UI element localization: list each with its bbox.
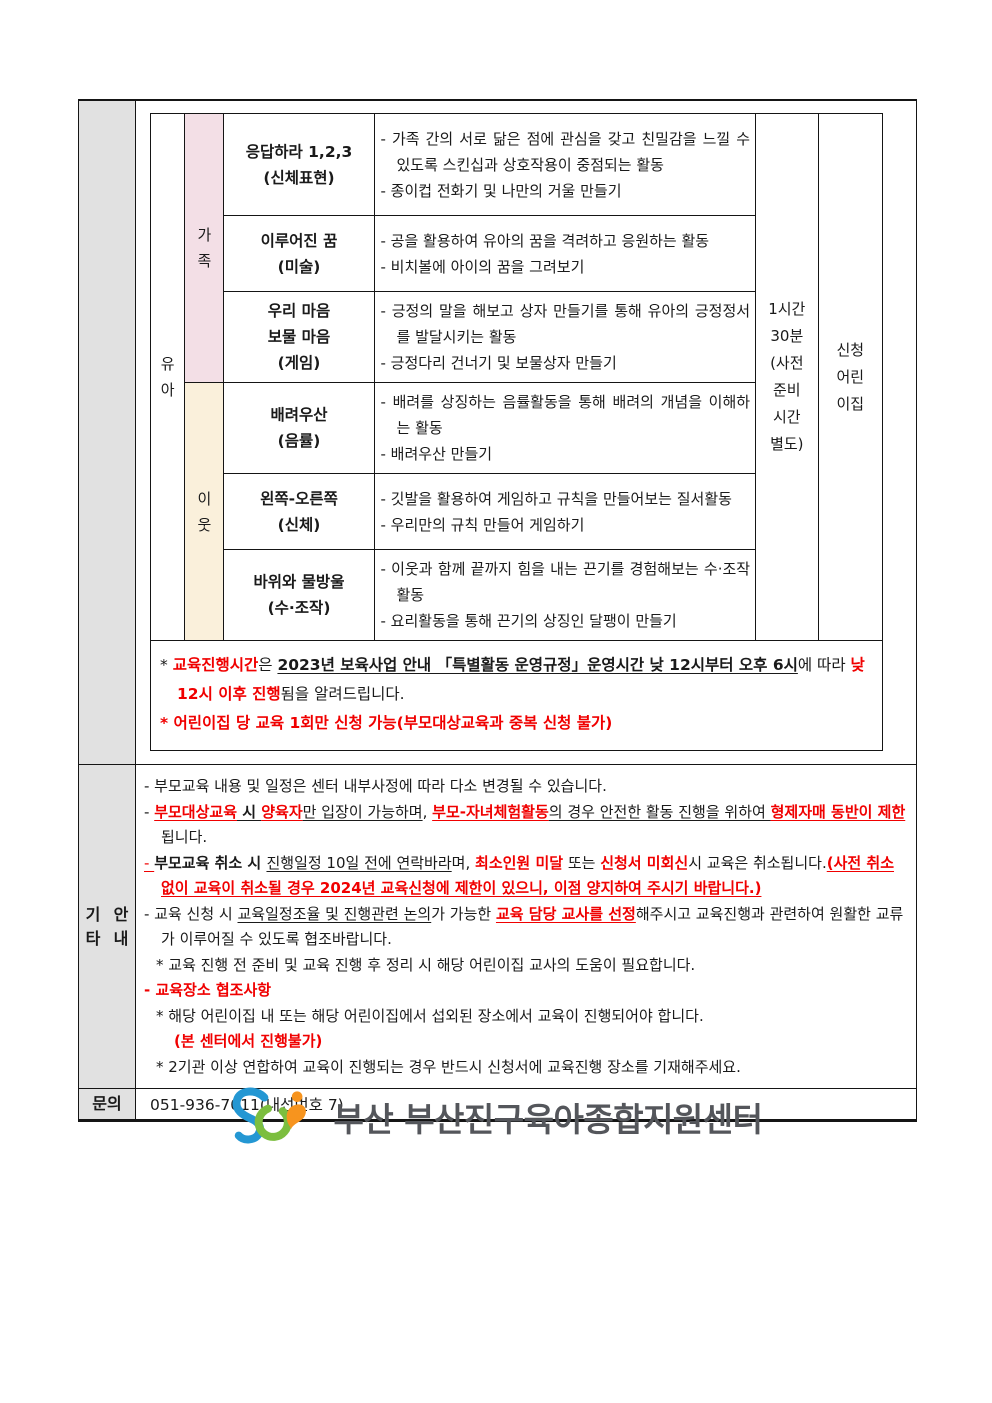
- program-row: 우리 마음 보물 마음 (게임) - 긍정의 말을 해보고 상자 만들기를 통해 유…: [151, 291, 883, 383]
- note-line: * 어린이집 당 교육 1회만 신청 가능(부모대상교육과 중복 신청 불가): [160, 714, 613, 732]
- program-desc-cell: - 긍정의 말을 해보고 상자 만들기를 통해 유아의 긍정정서를 발달시키는 …: [373, 291, 757, 383]
- program-row: 이루어진 꿈 (미술) - 공을 활용하여 유아의 꿈을 격려하고 응원하는 활동…: [151, 215, 883, 292]
- misc-line: * 2기관 이상 연합하여 교육이 진행되는 경우 반드시 신청서에 교육진행 …: [156, 1057, 741, 1076]
- desc-bullet: - 긍정다리 건너기 및 보물상자 만들기: [380, 354, 617, 372]
- desc-bullet: - 이웃과 함께 끝까지 힘을 내는 끈기를 경험해보는 수·조작 활동: [380, 560, 751, 604]
- misc-line: - 교육장소 협조사항: [144, 981, 272, 999]
- program-name-cell: 이루어진 꿈 (미술): [223, 215, 375, 292]
- contact-label: 문의: [79, 1089, 136, 1119]
- apply-target-cell: 신청 어린 이집: [817, 113, 884, 641]
- desc-bullet: - 배려를 상징하는 음률활동을 통해 배려의 개념을 이해하는 활동: [380, 393, 751, 437]
- desc-bullet: - 가족 간의 서로 닮은 점에 관심을 갖고 친밀감을 느낄 수 있도록 스킨…: [380, 129, 751, 174]
- program-desc-cell: - 가족 간의 서로 닮은 점에 관심을 갖고 친밀감을 느낄 수 있도록 스킨…: [373, 113, 757, 216]
- program-name-cell: 왼쪽-오른쪽 (신체): [223, 473, 375, 550]
- program-name-cell: 바위와 물방울 (수·조작): [223, 549, 375, 641]
- program-desc-cell: - 공을 활용하여 유아의 꿈을 격려하고 응원하는 활동 - 비치볼에 아이의…: [373, 215, 757, 292]
- misc-info-content: - 부모교육 내용 및 일정은 센터 내부사정에 따라 다소 변경될 수 있습니…: [136, 765, 916, 1088]
- logo-orange-head: [292, 1091, 303, 1102]
- program-name-cell: 우리 마음 보물 마음 (게임): [223, 291, 375, 383]
- misc-line: - 부모대상교육 시 양육자만 입장이 가능하며, 부모-자녀체험활동의 경우 …: [144, 802, 906, 847]
- note-line: * 교육진행시간은 2023년 보육사업 안내 「특별활동 운영규정」운영시간 …: [160, 656, 865, 703]
- program-name-cell: 배려우산 (음률): [223, 382, 375, 474]
- misc-line: - 부모교육 내용 및 일정은 센터 내부사정에 따라 다소 변경될 수 있습니…: [144, 777, 607, 795]
- program-desc-cell: - 깃발을 활용하여 게임하고 규칙을 만들어보는 질서활동 - 우리만의 규칙…: [373, 473, 757, 550]
- duration-cell: 1시간 30분 (사전 준비 시간 별도): [755, 113, 819, 641]
- notes-cell: * 교육진행시간은 2023년 보육사업 안내 「특별활동 운영규정」운영시간 …: [150, 640, 883, 751]
- program-name-cell: 응답하라 1,2,3 (신체표현): [223, 113, 375, 216]
- desc-bullet: - 긍정의 말을 해보고 상자 만들기를 통해 유아의 긍정정서를 발달시키는 …: [380, 302, 751, 346]
- misc-line: - 부모교육 취소 시 진행일정 10일 전에 연락바라며, 최소인원 미달 또…: [144, 853, 895, 898]
- program-desc-cell: - 배려를 상징하는 음률활동을 통해 배려의 개념을 이해하는 활동 - 배려…: [373, 382, 757, 474]
- center-logo-icon: [233, 1087, 307, 1144]
- program-row: 바위와 물방울 (수·조작) - 이웃과 함께 끝까지 힘을 내는 끈기를 경험해…: [151, 549, 883, 641]
- logo-blue-swoosh: [233, 1087, 269, 1144]
- logo-orange-figure: [287, 1104, 307, 1130]
- desc-bullet: - 비치볼에 아이의 꿈을 그려보기: [380, 257, 585, 276]
- desc-bullet: - 우리만의 규칙 만들어 게임하기: [380, 515, 585, 534]
- desc-bullet: - 배려우산 만들기: [380, 445, 493, 463]
- misc-line: * 교육 진행 전 준비 및 교육 진행 후 정리 시 해당 어린이집 교사의 …: [156, 955, 696, 974]
- misc-line: - 교육 신청 시 교육일정조율 및 진행관련 논의가 가능한 교육 담당 교사…: [144, 904, 904, 949]
- misc-line: (본 센터에서 진행불가): [174, 1032, 323, 1050]
- footer-logo-text: 부산 부산진구육아종합지원센터: [333, 1100, 763, 1139]
- notes-row: * 교육진행시간은 2023년 보육사업 안내 「특별활동 운영규정」운영시간 …: [150, 640, 883, 751]
- logo-green-ring: [255, 1103, 293, 1141]
- program-section-label-cell: [79, 101, 136, 764]
- misc-info-label: 기타 안내: [79, 765, 136, 1088]
- footer-logo: 부산 부산진구육아종합지원센터: [0, 1086, 992, 1148]
- desc-bullet: - 깃발을 활용하여 게임하고 규칙을 만들어보는 질서활동: [380, 489, 732, 508]
- desc-bullet: - 종이컵 전화기 및 나만의 거울 만들기: [380, 181, 622, 200]
- misc-info-row: 기타 안내 - 부모교육 내용 및 일정은 센터 내부사정에 따라 다소 변경될 …: [79, 764, 916, 1088]
- misc-line: * 해당 어린이집 내 또는 해당 어린이집에서 섭외된 장소에서 교육이 진행…: [156, 1006, 704, 1025]
- desc-bullet: - 공을 활용하여 유아의 꿈을 격려하고 응원하는 활동: [380, 231, 710, 250]
- desc-bullet: - 요리활동을 통해 끈기의 상징인 달팽이 만들기: [380, 612, 677, 630]
- program-desc-cell: - 이웃과 함께 끝까지 힘을 내는 끈기를 경험해보는 수·조작 활동 - 요…: [373, 549, 757, 641]
